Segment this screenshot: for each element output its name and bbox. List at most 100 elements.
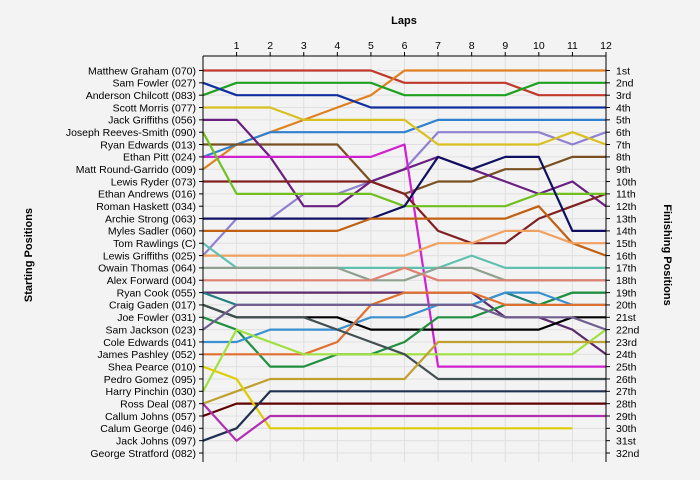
- starting-position-label: Archie Strong (063): [105, 213, 196, 225]
- starting-position-label: Matt Round-Garrido (009): [76, 164, 196, 176]
- series-line-5: [202, 118, 606, 158]
- finishing-position-label: 31st: [616, 435, 636, 447]
- y-axis-label-left: Starting Positions: [23, 208, 35, 302]
- starting-position-label: Ethan Pitt (024): [123, 152, 196, 164]
- starting-position-label: George Stratford (082): [90, 448, 196, 460]
- starting-position-label: Callum Johns (057): [105, 411, 196, 423]
- starting-position-label: Ross Deal (087): [120, 398, 196, 410]
- lap-tick-labels: 1 2 3 4 5 6 7 8 9 10 11 12: [234, 40, 612, 52]
- series-line-1: [203, 69, 606, 97]
- starting-position-label: Jack Johns (097): [116, 435, 196, 447]
- series-line-4: [202, 81, 606, 109]
- lap-tick-label: 10: [533, 40, 545, 52]
- finishing-position-label: 18th: [616, 275, 637, 287]
- starting-position-label: Sam Jackson (023): [106, 324, 196, 336]
- starting-position-label: Ryan Cook (055): [117, 287, 196, 299]
- starting-position-label: Calum George (046): [100, 423, 196, 435]
- series-line-10: [203, 143, 606, 368]
- starting-position-label: Lewis Ryder (073): [111, 176, 196, 188]
- starting-position-label: Owain Thomas (064): [98, 263, 196, 275]
- starting-position-labels: Matthew Graham (070)Sam Fowler (027)Ande…: [66, 65, 196, 460]
- lap-tick-label: 2: [267, 40, 273, 52]
- starting-position-label: Lewis Griffiths (025): [103, 250, 196, 262]
- series-line-26: [202, 303, 606, 381]
- lap-tick-label: 12: [600, 40, 612, 52]
- starting-position-label: Matthew Graham (070): [88, 65, 196, 77]
- starting-position-label: Ethan Andrews (016): [98, 189, 196, 201]
- lap-tick-label: 7: [435, 40, 441, 52]
- chart-title: Laps: [391, 15, 417, 27]
- finishing-position-label: 24th: [616, 349, 637, 361]
- lap-tick-label: 1: [234, 40, 240, 52]
- series-line-27: [202, 340, 606, 405]
- finishing-position-label: 22nd: [616, 324, 640, 336]
- lap-tick-label: 11: [567, 40, 578, 52]
- series-line-32: [202, 303, 607, 331]
- lap-tick-label: 8: [469, 40, 475, 52]
- y-axis-label-right: Finishing Positions: [661, 204, 673, 305]
- series-line-31: [202, 402, 606, 442]
- starting-position-label: Harry Pinchin (030): [106, 386, 196, 398]
- lap-tick-label: 6: [402, 40, 408, 52]
- finishing-position-label: 3rd: [616, 90, 631, 102]
- lap-tick-label: 3: [301, 40, 307, 52]
- finishing-position-label: 4th: [616, 102, 631, 114]
- series-line-3: [202, 81, 606, 97]
- finishing-position-label: 17th: [616, 263, 637, 275]
- series-line-7: [203, 106, 607, 146]
- starting-position-label: Myles Sadler (060): [108, 226, 196, 238]
- finishing-position-label: 7th: [616, 139, 631, 151]
- series-line-11: [203, 180, 607, 245]
- starting-position-label: Tom Rawlings (C): [113, 238, 196, 250]
- starting-position-label: James Pashley (052): [97, 349, 196, 361]
- series-line-28: [202, 402, 606, 418]
- finishing-position-label: 30th: [616, 423, 637, 435]
- lap-tick-label: 5: [368, 40, 374, 52]
- finishing-position-label: 9th: [616, 164, 631, 176]
- starting-position-label: Jack Griffiths (056): [108, 115, 196, 127]
- starting-position-label: Alex Forward (004): [107, 275, 196, 287]
- lap-tick-label: 9: [502, 40, 508, 52]
- lap-tick-label: 4: [334, 40, 340, 52]
- starting-position-label: Anderson Chilcott (083): [86, 90, 196, 102]
- axes: [199, 52, 610, 462]
- finishing-position-label: 28th: [616, 398, 637, 410]
- finishing-position-label: 26th: [616, 374, 637, 386]
- grid: [203, 56, 607, 462]
- starting-position-label: Ryan Edwards (013): [100, 139, 196, 151]
- starting-position-label: Cole Edwards (041): [103, 337, 196, 349]
- finishing-position-label: 12th: [616, 201, 637, 213]
- finishing-position-label: 21st: [616, 312, 636, 324]
- finishing-position-label: 6th: [616, 127, 631, 139]
- series-line-24: [203, 291, 606, 356]
- finishing-position-label: 13th: [616, 213, 637, 225]
- starting-position-label: Joseph Reeves-Smith (090): [66, 127, 196, 139]
- finishing-position-labels: 1st2nd3rd4th5th6th7th8th9th10th11th12th1…: [616, 65, 640, 460]
- finishing-position-label: 8th: [616, 152, 631, 164]
- starting-position-label: Shea Pearce (010): [108, 361, 196, 373]
- series-line-29: [202, 365, 573, 430]
- starting-position-label: Joe Fowler (031): [117, 312, 196, 324]
- finishing-position-label: 14th: [616, 226, 637, 238]
- starting-position-label: Sam Fowler (027): [113, 78, 196, 90]
- finishing-position-label: 19th: [616, 287, 637, 299]
- finishing-position-label: 32nd: [616, 448, 640, 460]
- series-line-13: [203, 155, 606, 232]
- starting-position-label: Roman Haskett (034): [96, 201, 196, 213]
- starting-position-label: Scott Morris (077): [113, 102, 196, 114]
- finishing-position-label: 23rd: [616, 337, 637, 349]
- series-line-23: [203, 291, 606, 344]
- series-line-14: [203, 205, 607, 257]
- finishing-position-label: 25th: [616, 361, 637, 373]
- finishing-position-label: 2nd: [616, 78, 634, 90]
- finishing-position-label: 29th: [616, 411, 637, 423]
- finishing-position-label: 5th: [616, 115, 631, 127]
- series-line-18: [203, 266, 606, 282]
- finishing-position-label: 27th: [616, 386, 637, 398]
- series-line-15: [203, 229, 606, 257]
- starting-position-label: Pedro Gomez (095): [104, 374, 196, 386]
- series-line-30: [202, 390, 606, 442]
- series-group: [202, 69, 607, 442]
